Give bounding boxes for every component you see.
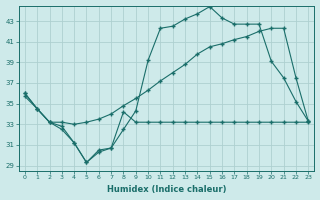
X-axis label: Humidex (Indice chaleur): Humidex (Indice chaleur)	[107, 185, 226, 194]
